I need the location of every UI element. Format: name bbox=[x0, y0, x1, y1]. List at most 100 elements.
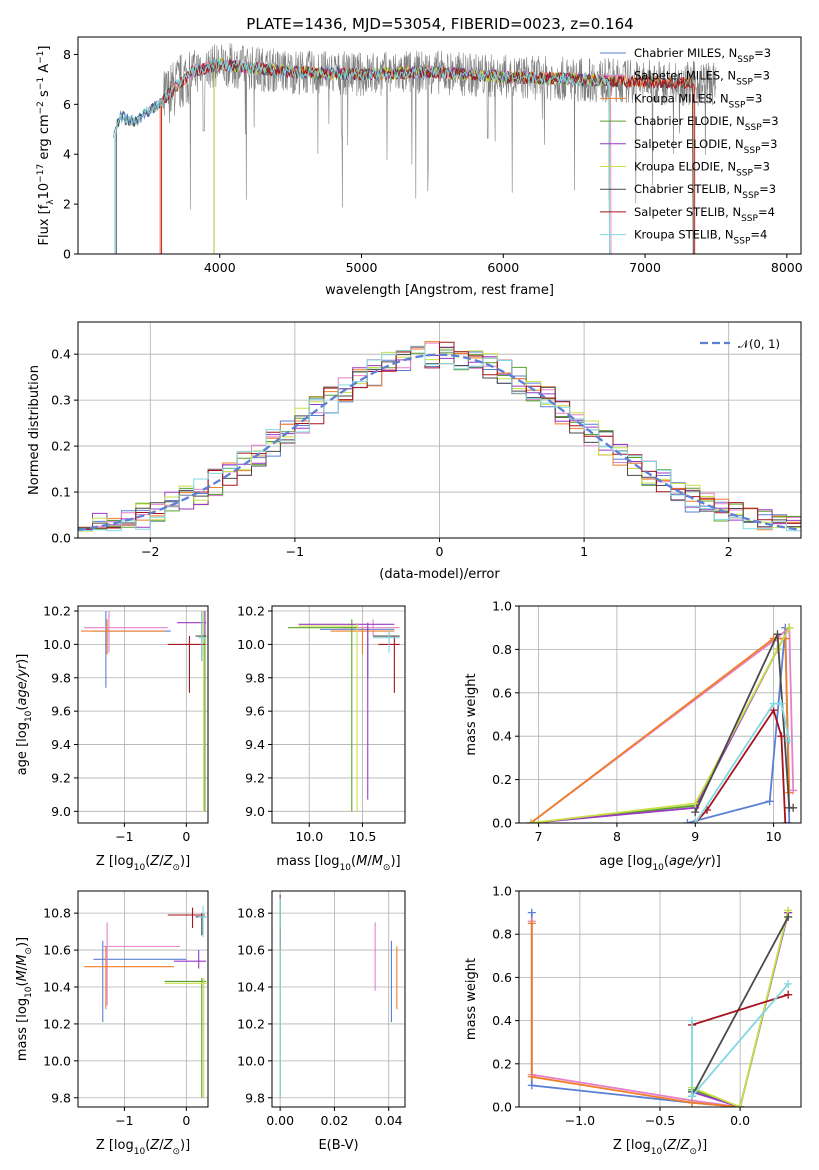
label-part: )] bbox=[180, 1138, 190, 1153]
x-tick-label: 10 bbox=[766, 829, 782, 844]
label-part: =4 bbox=[758, 205, 775, 219]
frame-age_vs_mass: 10.0 10.5 9.0 9.2 9.4 9.6 9.8 10.0 10.2 bbox=[237, 604, 406, 844]
label-part: =3 bbox=[761, 137, 778, 151]
axes-age_vs_Z bbox=[78, 606, 208, 823]
frame-age_vs_Z: −1 0 9.0 9.2 9.4 9.6 9.8 10.0 10.2 bbox=[43, 604, 209, 844]
y-tick-label: 10.0 bbox=[237, 637, 265, 652]
y-axis-label: Normed distribution bbox=[27, 365, 42, 495]
y-tick-label: 10.2 bbox=[237, 604, 265, 619]
label-part: ( bbox=[664, 854, 669, 869]
label-part: Salpeter MILES, N bbox=[634, 69, 736, 83]
label-part: ( bbox=[145, 1138, 150, 1153]
axes-frame bbox=[271, 890, 406, 1108]
series-marker bbox=[784, 990, 793, 999]
x-tick-label: −0.5 bbox=[645, 1113, 675, 1128]
y-tick-label: 6 bbox=[63, 97, 71, 112]
y-tick-label: 2 bbox=[63, 197, 71, 212]
figure-title: PLATE=1436, MJD=53054, FIBERID=0023, z=0… bbox=[246, 15, 633, 33]
x-axis-label: Z [log10(Z/Z⊙)] bbox=[613, 1138, 707, 1157]
label-part: SSP bbox=[736, 169, 753, 179]
series-marker bbox=[683, 819, 692, 823]
y-tick-label: 0.2 bbox=[492, 772, 512, 787]
histogram-step bbox=[78, 345, 801, 532]
series-marker bbox=[784, 912, 793, 921]
label-part: ⊙ bbox=[383, 863, 391, 873]
y-tick-label: 10.4 bbox=[237, 980, 265, 995]
series-line bbox=[691, 993, 789, 1026]
y-tick-label: 10.4 bbox=[43, 980, 71, 995]
x-tick-label: −1.0 bbox=[565, 1113, 595, 1128]
label-part: Kroupa MILES, N bbox=[634, 91, 729, 105]
x-tick-label: 10.5 bbox=[349, 829, 377, 844]
label-part: ( bbox=[351, 854, 356, 869]
y-tick-label: 9.8 bbox=[245, 670, 265, 685]
y-tick-label: 10.8 bbox=[237, 906, 265, 921]
label-part: A bbox=[37, 64, 52, 77]
series-line bbox=[530, 627, 791, 823]
label-part: Z bbox=[163, 854, 174, 869]
series-marker bbox=[526, 819, 535, 823]
series-marker bbox=[527, 908, 536, 917]
label-part: s bbox=[37, 90, 52, 101]
x-tick-label: 7000 bbox=[629, 260, 661, 275]
label-part: Z bbox=[680, 1138, 691, 1153]
series-line bbox=[694, 708, 787, 823]
label-part: =3 bbox=[754, 46, 771, 60]
x-tick-label: 0.02 bbox=[321, 1113, 349, 1128]
label-part: Chabrier ELODIE, N bbox=[634, 114, 745, 128]
y-tick-label: 0.2 bbox=[51, 439, 71, 454]
y-tick-label: 9.8 bbox=[51, 670, 71, 685]
label-part: Salpeter ELODIE, N bbox=[634, 137, 744, 151]
series-marker bbox=[781, 819, 790, 823]
series-marker bbox=[691, 808, 700, 817]
y-tick-label: 9.2 bbox=[51, 770, 71, 785]
x-tick-label: 8000 bbox=[771, 260, 803, 275]
y-tick-label: 10.8 bbox=[43, 906, 71, 921]
series-marker bbox=[789, 803, 798, 812]
y-tick-label: 0.6 bbox=[492, 685, 512, 700]
legend-label: Salpeter MILES, NSSP=3 bbox=[634, 69, 770, 88]
series-marker bbox=[691, 799, 700, 808]
label-part: 10 bbox=[651, 1147, 663, 1157]
legend-label: 𝒩(0, 1) bbox=[738, 337, 780, 351]
legend-label: Kroupa STELIB, NSSP=4 bbox=[634, 228, 767, 247]
label-part: Salpeter STELIB, N bbox=[634, 205, 741, 219]
y-tick-label: 0.1 bbox=[51, 485, 71, 500]
y-tick-label: 9.6 bbox=[245, 704, 265, 719]
label-part: SSP bbox=[737, 55, 754, 65]
x-tick-label: 1 bbox=[580, 544, 588, 559]
series-line bbox=[691, 910, 790, 1107]
series-marker bbox=[688, 1016, 697, 1025]
x-tick-label: 0 bbox=[182, 1113, 190, 1128]
y-tick-label: 0.0 bbox=[492, 816, 512, 831]
series-marker bbox=[784, 979, 793, 988]
x-tick-label: 7 bbox=[535, 829, 543, 844]
label-part: )] bbox=[390, 854, 400, 869]
label-part: λ bbox=[46, 199, 56, 205]
mass_vs_ebv-points bbox=[279, 894, 398, 1098]
y-axis-label: age [log10(age/yr)] bbox=[15, 654, 34, 776]
label-part: 10 bbox=[24, 710, 34, 722]
x-axis-label: (data-model)/error bbox=[379, 567, 500, 582]
x-tick-label: 0.0 bbox=[730, 1113, 750, 1128]
series-marker bbox=[527, 919, 536, 928]
label-part: )] bbox=[15, 654, 30, 664]
label-part: Kroupa ELODIE, N bbox=[634, 160, 736, 174]
x-axis-label: Z [log10(Z/Z⊙)] bbox=[96, 854, 190, 873]
label-part: )] bbox=[711, 854, 721, 869]
series-marker bbox=[527, 1081, 536, 1090]
series-marker bbox=[765, 797, 774, 806]
x-tick-label: 2 bbox=[725, 544, 733, 559]
y-tick-label: 9.8 bbox=[51, 1090, 71, 1105]
model-spectrum-line bbox=[114, 58, 611, 254]
x-tick-label: −1 bbox=[286, 544, 304, 559]
x-axis-label: age [log10(age/yr)] bbox=[599, 854, 721, 873]
label-part: mass [log bbox=[15, 998, 30, 1061]
x-tick-label: 8 bbox=[613, 829, 621, 844]
label-part: ( bbox=[145, 854, 150, 869]
frame-mass_weight_vs_age: 7 8 9 10 0.0 0.2 0.4 0.6 0.8 1.0 bbox=[492, 599, 802, 844]
frame-mass_vs_ebv: 0.00 0.02 0.04 9.8 10.0 10.2 10.4 10.6 10.8 bbox=[237, 890, 406, 1128]
normal-reference-curve bbox=[78, 353, 801, 532]
